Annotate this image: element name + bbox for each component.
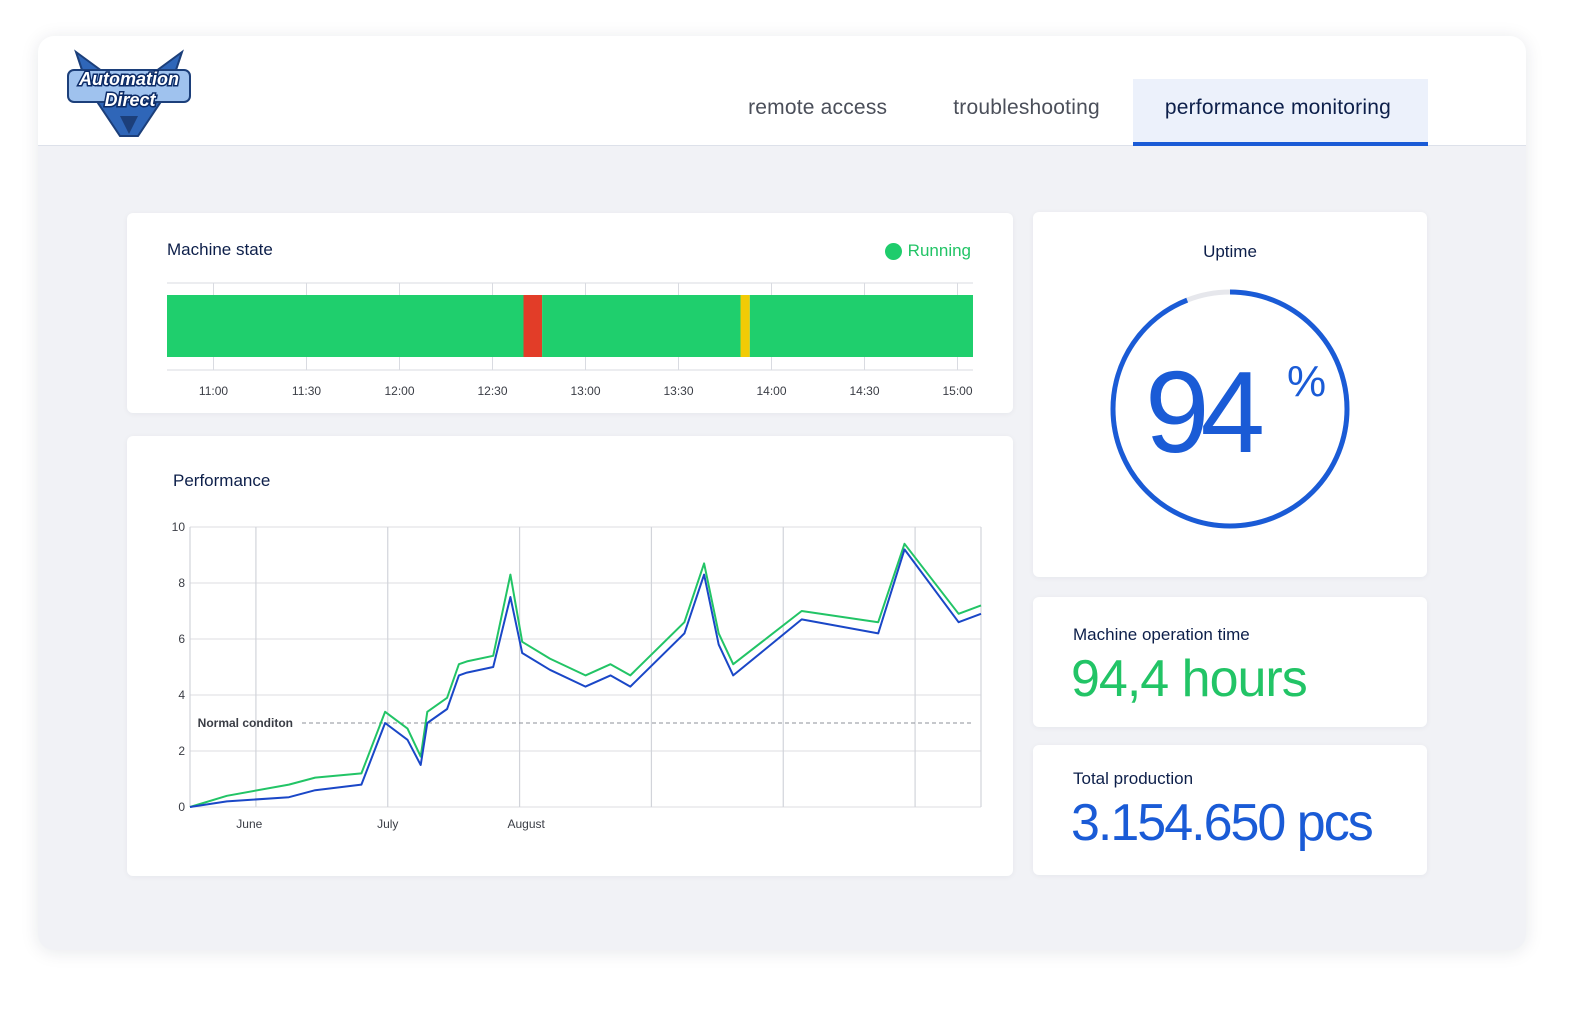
state-segment-warning	[740, 295, 750, 357]
app-window: Automation Direct remote access troubles…	[38, 36, 1526, 950]
normal-condition-label: Normal conditon	[198, 716, 293, 730]
tab-troubleshooting[interactable]: troubleshooting	[953, 96, 1100, 119]
total-production-value: 3.154.650 pcs	[1071, 794, 1374, 852]
y-tick-label: 10	[172, 520, 186, 534]
uptime-gauge	[1110, 289, 1350, 529]
x-tick-label: June	[236, 817, 262, 831]
logo-text-line2: Direct	[104, 90, 156, 110]
timeline-time-label: 12:00	[384, 384, 414, 398]
machine-status-indicator: Running	[884, 241, 971, 261]
series-line-1	[189, 542, 982, 808]
uptime-card: Uptime 94 %	[1033, 212, 1427, 577]
state-segment-running	[167, 295, 524, 357]
tab-bar: remote access troubleshooting performanc…	[715, 79, 1428, 146]
performance-card: 0 2 4 6 8 10 June July August Normal conditon Per…	[127, 436, 1013, 876]
machine-status-label: Running	[907, 241, 971, 260]
performance-title: Performance	[173, 471, 271, 490]
automation-direct-logo[interactable]: Automation Direct	[66, 46, 192, 138]
timeline-time-label: 15:00	[942, 384, 972, 398]
x-tick-label: August	[507, 817, 545, 831]
y-tick-label: 0	[178, 800, 185, 814]
timeline-time-label: 13:00	[570, 384, 600, 398]
operation-time-value: 94,4 hours	[1071, 650, 1308, 708]
status-dot-icon	[884, 242, 902, 260]
uptime-value: 94	[1145, 347, 1265, 477]
operation-time-title: Machine operation time	[1073, 625, 1250, 644]
timeline-time-label: 13:30	[663, 384, 693, 398]
timeline-time-label: 14:00	[756, 384, 786, 398]
tab-remote-access[interactable]: remote access	[748, 96, 888, 119]
total-production-card: Total production 3.154.650 pcs	[1033, 745, 1427, 875]
timeline-time-label: 14:30	[849, 384, 879, 398]
state-segment-running	[542, 295, 741, 357]
state-segment-stopped	[523, 295, 543, 357]
operation-time-card: Machine operation time 94,4 hours	[1033, 597, 1427, 727]
top-navigation-bar: Automation Direct remote access troubles…	[38, 36, 1526, 146]
performance-chart: 0 2 4 6 8 10 June July August Normal conditon	[172, 520, 982, 831]
gauge-progress-arc	[1110, 289, 1350, 529]
timeline-time-label: 11:30	[292, 384, 321, 398]
timeline-time-label: 12:30	[477, 384, 507, 398]
uptime-unit: %	[1287, 357, 1327, 406]
series-line-2	[189, 548, 982, 808]
x-tick-label: July	[377, 817, 398, 831]
total-production-title: Total production	[1073, 769, 1194, 788]
y-tick-label: 8	[178, 576, 185, 590]
logo-text-line1: Automation	[78, 69, 179, 89]
tab-performance-monitoring[interactable]: performance monitoring	[1132, 79, 1428, 146]
y-tick-label: 2	[178, 744, 185, 758]
y-tick-label: 6	[178, 632, 185, 646]
timeline-time-label: 11:00	[199, 384, 228, 398]
state-segment-running	[749, 295, 973, 357]
machine-state-title: Machine state	[167, 240, 273, 259]
uptime-title: Uptime	[1203, 242, 1257, 261]
machine-state-timeline: 11:00 11:30 12:00 12:30 13:00 13:30 14:00 14:30…	[167, 282, 973, 398]
y-tick-label: 4	[178, 688, 185, 702]
machine-state-card: 11:00 11:30 12:00 12:30 13:00 13:30 14:00 14:30…	[127, 213, 1013, 413]
